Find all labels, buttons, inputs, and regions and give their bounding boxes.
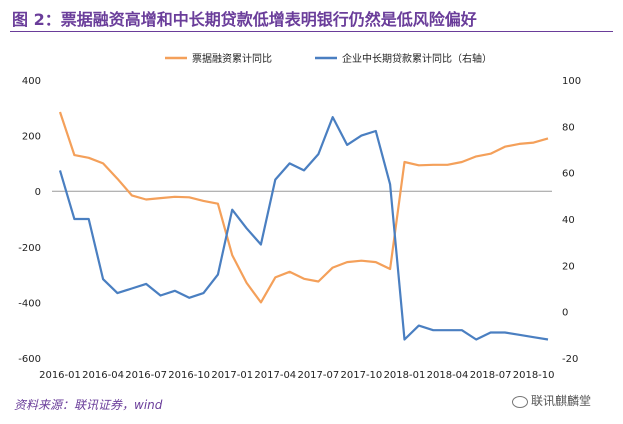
x-tick-label: 2018-10 (513, 370, 555, 381)
legend-label: 企业中长期贷款累计同比（右轴） (342, 52, 492, 65)
right-tick-label: 60 (562, 169, 575, 180)
left-tick-label: -600 (18, 354, 41, 365)
left-tick-label: 0 (35, 187, 41, 198)
left-tick-label: -400 (18, 298, 41, 309)
x-tick-label: 2016-01 (39, 370, 81, 381)
x-tick-label: 2017-04 (254, 370, 296, 381)
title-divider (10, 31, 613, 32)
right-tick-label: 20 (562, 261, 575, 272)
left-tick-label: 400 (22, 76, 41, 87)
right-tick-label: 0 (562, 308, 568, 319)
right-axis: 100 80 60 40 20 0 -20 (562, 76, 581, 365)
series-line-2 (58, 115, 549, 341)
x-tick-label: 2018-07 (470, 370, 512, 381)
series-line-1 (58, 111, 549, 304)
left-axis: 400 200 0 -200 -400 -600 (18, 76, 41, 365)
x-tick-label: 2016-04 (82, 370, 124, 381)
right-tick-label: 80 (562, 122, 575, 133)
left-tick-label: -200 (18, 243, 41, 254)
x-tick-label: 2016-07 (125, 370, 167, 381)
right-tick-label: -20 (562, 354, 578, 365)
legend: 票据融资累计同比 企业中长期贷款累计同比（右轴） (165, 52, 492, 65)
chart-title: 图 2：票据融资高增和中长期贷款低增表明银行仍然是低风险偏好 (12, 10, 477, 29)
x-tick-label: 2017-10 (341, 370, 383, 381)
x-tick-label: 2016-10 (168, 370, 210, 381)
x-tick-label: 2018-04 (427, 370, 469, 381)
watermark-text: 联讯麒麟堂 (531, 394, 592, 408)
x-axis: 2016-01 2016-04 2016-07 2016-10 2017-01 2017-… (39, 370, 554, 381)
left-tick-label: 200 (22, 132, 41, 143)
x-tick-label: 2017-07 (297, 370, 339, 381)
x-tick-label: 2018-01 (384, 370, 426, 381)
right-tick-label: 100 (562, 76, 581, 87)
x-tick-label: 2017-01 (211, 370, 253, 381)
watermark: 联讯麒麟堂 (512, 392, 591, 409)
legend-label: 票据融资累计同比 (192, 52, 272, 65)
series-lines (58, 111, 549, 341)
wechat-icon (512, 395, 528, 408)
right-tick-label: 40 (562, 215, 575, 226)
source-note: 资料来源：联讯证券，wind (14, 398, 163, 412)
